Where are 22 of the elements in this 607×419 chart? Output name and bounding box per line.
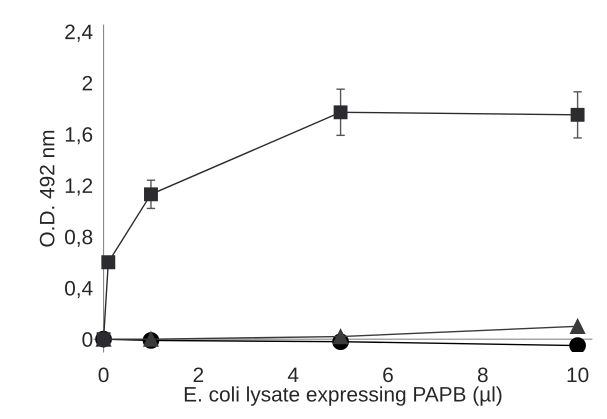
x-tick-label: 6 [383, 367, 393, 382]
point [332, 328, 348, 344]
point [144, 187, 158, 202]
x-tick-label: 0 [98, 367, 109, 382]
y-tick-label: 1,2 [66, 178, 92, 196]
y-tick-label: 1,6 [66, 127, 92, 144]
point [101, 255, 116, 270]
point [570, 318, 586, 334]
y-tick-label: 0 [82, 332, 92, 347]
x-tick-label: 4 [288, 368, 298, 382]
point [569, 337, 586, 352]
x-tick-label: 2 [194, 367, 204, 382]
x-tick-label: 8 [478, 367, 488, 382]
point [334, 105, 348, 120]
x-tick-label: 10 [568, 367, 588, 382]
y-tick-label: 2,4 [65, 24, 93, 42]
point [570, 108, 585, 122]
y-axis-title: O.D. 492 nm [40, 130, 55, 247]
x-axis-title: E. coli lysate expressing PAPB (µl) [184, 386, 502, 406]
y-tick-label: 2 [82, 76, 92, 90]
y-tick-label: 0,8 [65, 230, 92, 247]
y-tick-label: 0,4 [65, 280, 93, 298]
